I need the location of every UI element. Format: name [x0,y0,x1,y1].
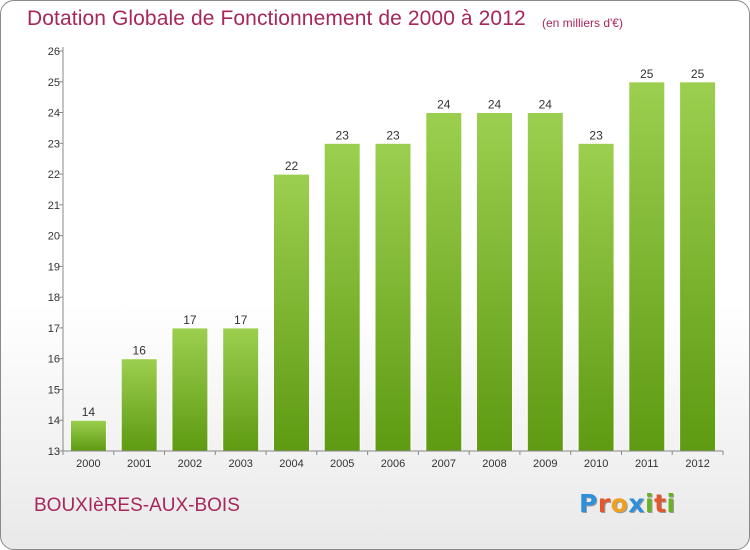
axes: 13 14 15 16 17 18 19 20 21 22 23 24 25 26 2000 2001 2002… [48,46,724,470]
value-label: 24 [437,98,451,112]
bar-2001 [120,358,158,452]
x-tick-label: 2008 [482,458,506,470]
logo-letter: o [610,489,629,518]
x-tick-label: 2006 [381,458,405,470]
bars-layer: 14 16 17 17 22 23 23 24 24 24 23 25 25 [69,67,717,452]
bar-2003 [222,327,260,452]
commune-name: BOUXIèRES-AUX-BOIS [34,495,240,516]
bar-2000 [69,419,107,452]
chart-title: Dotation Globale de Fonctionnement de 20… [27,7,526,30]
bar-2002 [171,327,209,452]
bar-2004 [273,173,310,452]
y-tick-label: 13 [48,446,60,458]
y-tick-label: 26 [48,46,60,58]
x-tick-label: 2000 [76,458,100,470]
bar-2012 [679,81,717,452]
y-tick-label: 16 [48,354,60,366]
x-tick-label: 2005 [330,458,354,470]
x-tick-label: 2011 [635,458,659,470]
logo-letter: i [645,489,655,518]
value-label: 17 [234,313,248,327]
logo-letter: i [666,489,676,518]
value-label: 24 [539,98,553,112]
x-tick-label: 2004 [279,458,303,470]
x-tick-label: 2002 [178,458,202,470]
value-label: 24 [488,98,502,112]
value-label: 16 [133,344,147,358]
logo-letter: P [579,489,598,518]
bar-2010 [577,142,615,452]
value-label: 14 [82,405,96,419]
value-label: 22 [285,159,299,173]
x-tick-label: 2012 [685,458,709,470]
bar-2007 [425,112,463,452]
y-tick-label: 22 [48,169,60,181]
y-tick-label: 15 [48,385,60,397]
value-label: 25 [640,67,654,81]
y-tick-label: 24 [48,108,60,120]
value-label: 17 [183,313,197,327]
bar-2008 [476,112,513,452]
logo-letter: r [597,489,611,518]
value-label: 23 [589,128,603,142]
y-tick-label: 25 [48,77,60,89]
bar-2006 [374,142,412,452]
value-label: 23 [386,128,400,142]
y-tick-label: 19 [48,261,60,273]
bar-2005 [323,142,361,452]
y-tick-label: 23 [48,138,60,150]
x-tick-label: 2010 [584,458,608,470]
y-tick-label: 14 [48,415,60,427]
y-tick-label: 20 [48,231,60,243]
x-tick-label: 2001 [127,458,151,470]
bar-2009 [526,112,564,452]
x-tick-label: 2003 [228,458,252,470]
logo-letter: t [654,489,667,518]
bar-2011 [628,81,666,452]
x-tick-label: 2007 [432,458,456,470]
logo-letter: x [628,489,645,518]
value-label: 23 [336,128,350,142]
y-tick-label: 21 [48,200,60,212]
proxiti-logo[interactable]: Proxiti [579,489,676,518]
y-tick-label: 17 [48,323,60,335]
y-tick-label: 18 [48,292,60,304]
unit-note: (en milliers d'€) [542,16,623,30]
x-tick-label: 2009 [533,458,557,470]
value-label: 25 [691,67,705,81]
